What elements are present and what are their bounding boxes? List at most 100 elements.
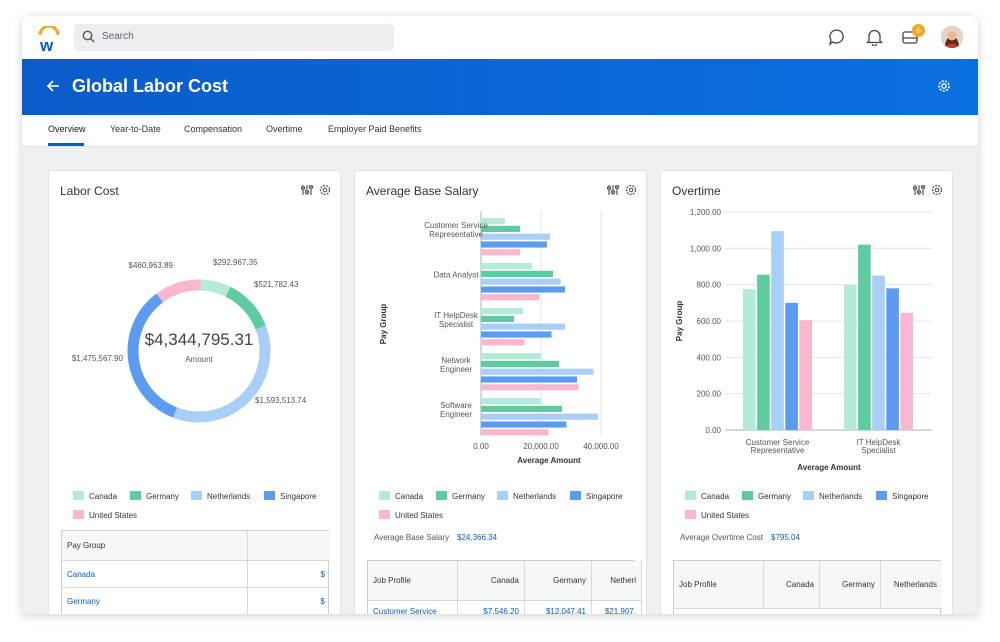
table-cell-value[interactable]: $ bbox=[248, 561, 330, 588]
table-cell-value[interactable]: $7,546.20 bbox=[458, 601, 525, 614]
bar-customer-service-representative-singapore[interactable] bbox=[481, 241, 547, 248]
legend-item-germany[interactable]: Germany bbox=[436, 491, 485, 501]
tab-year-to-date[interactable]: Year-to-Date bbox=[110, 124, 161, 134]
bar-it-helpdesk-specialist-netherlands[interactable] bbox=[872, 275, 885, 430]
bar-data-analyst-singapore[interactable] bbox=[481, 286, 565, 293]
bar-network-engineer-united-states[interactable] bbox=[481, 384, 579, 391]
tab-compensation[interactable]: Compensation bbox=[184, 124, 243, 134]
bar-it-helpdesk-specialist-united-states[interactable] bbox=[481, 339, 525, 346]
bar-customer-service-representative-germany[interactable] bbox=[757, 274, 770, 430]
table-header-germany[interactable]: Germany bbox=[525, 561, 592, 601]
bar-software-engineer-germany[interactable] bbox=[481, 405, 562, 412]
table-header-netherlands[interactable]: Netherlands bbox=[881, 561, 942, 609]
legend-item-germany[interactable]: Germany bbox=[130, 491, 179, 501]
card-settings-icon[interactable] bbox=[931, 184, 943, 196]
legend-item-netherlands[interactable]: Netherlands bbox=[191, 491, 250, 501]
donut-slice-singapore[interactable] bbox=[127, 293, 178, 418]
y-axis-title: Pay Group bbox=[379, 304, 388, 345]
avatar[interactable] bbox=[941, 26, 963, 48]
bar-it-helpdesk-specialist-united-states[interactable] bbox=[900, 312, 913, 430]
x-tick-label: 0.00 bbox=[473, 442, 489, 451]
bar-data-analyst-united-states[interactable] bbox=[481, 294, 540, 301]
table-header-job-profile[interactable]: Job Profile bbox=[368, 561, 458, 601]
legend-item-singapore[interactable]: Singapore bbox=[264, 491, 316, 501]
legend-item-united-states[interactable]: United States bbox=[685, 510, 749, 520]
table-cell-value[interactable]: $21,907. bbox=[592, 601, 642, 614]
back-arrow-icon[interactable] bbox=[46, 79, 60, 93]
donut-slice-canada[interactable] bbox=[200, 279, 231, 297]
donut-slice-germany[interactable] bbox=[225, 286, 266, 330]
bar-it-helpdesk-specialist-canada[interactable] bbox=[481, 308, 523, 315]
legend-item-netherlands[interactable]: Netherlands bbox=[803, 491, 862, 501]
donut-slice-netherlands[interactable] bbox=[173, 325, 271, 423]
legend-item-singapore[interactable]: Singapore bbox=[570, 491, 622, 501]
filter-sliders-icon[interactable] bbox=[607, 185, 620, 195]
bar-it-helpdesk-specialist-germany[interactable] bbox=[481, 315, 514, 322]
labor-cost-donut-chart: $4,344,795.31 Amount $292,967.35 $521,78… bbox=[72, 258, 307, 423]
card-settings-icon[interactable] bbox=[625, 184, 637, 196]
average-overtime-cost-value[interactable]: $795.04 bbox=[771, 533, 800, 542]
donut-slice-united-states[interactable] bbox=[156, 279, 202, 303]
bell-icon[interactable] bbox=[866, 28, 883, 46]
filter-sliders-icon[interactable] bbox=[301, 185, 314, 195]
bar-customer-service-representative-germany[interactable] bbox=[481, 225, 520, 232]
bar-software-engineer-singapore[interactable] bbox=[481, 421, 567, 428]
table-header-canada[interactable]: Canada bbox=[458, 561, 525, 601]
search-input[interactable]: Search bbox=[74, 24, 394, 51]
inbox-icon[interactable] bbox=[902, 30, 918, 44]
bar-data-analyst-germany[interactable] bbox=[481, 270, 553, 277]
legend-item-germany[interactable]: Germany bbox=[742, 491, 791, 501]
table-header-canada[interactable]: Canada bbox=[764, 561, 820, 609]
legend-item-united-states[interactable]: United States bbox=[73, 510, 137, 520]
average-overtime-cost-stat: Average Overtime Cost $795.04 bbox=[680, 533, 800, 542]
bar-software-engineer-united-states[interactable] bbox=[481, 429, 549, 436]
bar-software-engineer-canada[interactable] bbox=[481, 398, 541, 405]
table-row-customer-service[interactable]: Customer Service bbox=[368, 601, 458, 614]
bar-it-helpdesk-specialist-singapore[interactable] bbox=[886, 288, 899, 430]
table-header-pay-group[interactable]: Pay Group bbox=[62, 531, 248, 561]
bar-customer-service-representative-united-states[interactable] bbox=[799, 320, 812, 430]
category-label: Network bbox=[441, 356, 471, 365]
table-header-germany[interactable]: Germany bbox=[820, 561, 881, 609]
bar-it-helpdesk-specialist-singapore[interactable] bbox=[481, 331, 552, 338]
tab-overtime[interactable]: Overtime bbox=[266, 124, 303, 134]
legend-item-united-states[interactable]: United States bbox=[379, 510, 443, 520]
bar-software-engineer-netherlands[interactable] bbox=[481, 413, 598, 420]
bar-customer-service-representative-united-states[interactable] bbox=[481, 249, 520, 256]
legend-item-canada[interactable]: Canada bbox=[685, 491, 729, 501]
bar-data-analyst-netherlands[interactable] bbox=[481, 278, 561, 285]
bar-network-engineer-germany[interactable] bbox=[481, 360, 559, 367]
tab-employer-paid-benefits[interactable]: Employer Paid Benefits bbox=[328, 124, 422, 134]
average-base-salary-value[interactable]: $24,366.34 bbox=[457, 533, 498, 542]
bar-network-engineer-singapore[interactable] bbox=[481, 376, 577, 383]
chat-icon[interactable] bbox=[828, 28, 846, 46]
bar-customer-service-representative-canada[interactable] bbox=[481, 218, 505, 225]
bar-customer-service-representative-netherlands[interactable] bbox=[481, 233, 550, 240]
card-settings-icon[interactable] bbox=[319, 184, 331, 196]
bar-data-analyst-canada[interactable] bbox=[481, 263, 532, 270]
table-cell-value[interactable]: $12,047.41 bbox=[525, 601, 592, 614]
bar-network-engineer-canada[interactable] bbox=[481, 353, 541, 360]
legend-item-canada[interactable]: Canada bbox=[73, 491, 117, 501]
table-header-netherlands[interactable]: Netherl bbox=[592, 561, 642, 601]
table-row-canada[interactable]: Canada bbox=[62, 561, 248, 588]
bar-customer-service-representative-canada[interactable] bbox=[743, 289, 756, 430]
legend-item-singapore[interactable]: Singapore bbox=[876, 491, 928, 501]
filter-sliders-icon[interactable] bbox=[913, 185, 926, 195]
bar-customer-service-representative-netherlands[interactable] bbox=[771, 231, 784, 430]
table-header-job-profile[interactable]: Job Profile bbox=[674, 561, 764, 609]
bar-network-engineer-netherlands[interactable] bbox=[481, 368, 594, 375]
bar-it-helpdesk-specialist-netherlands[interactable] bbox=[481, 323, 565, 330]
bar-customer-service-representative-singapore[interactable] bbox=[785, 302, 798, 430]
search-placeholder: Search bbox=[102, 31, 134, 42]
table-row-germany[interactable]: Germany bbox=[62, 588, 248, 614]
workday-logo[interactable]: w bbox=[38, 26, 60, 52]
tab-overview[interactable]: Overview bbox=[48, 124, 86, 134]
bar-it-helpdesk-specialist-germany[interactable] bbox=[858, 244, 871, 430]
legend-item-canada[interactable]: Canada bbox=[379, 491, 423, 501]
table-cell-value[interactable]: $ bbox=[248, 588, 330, 614]
y-tick-label: 1,200.00 bbox=[690, 208, 722, 217]
legend-item-netherlands[interactable]: Netherlands bbox=[497, 491, 556, 501]
bar-it-helpdesk-specialist-canada[interactable] bbox=[844, 284, 857, 430]
settings-gear-icon[interactable] bbox=[936, 78, 952, 94]
